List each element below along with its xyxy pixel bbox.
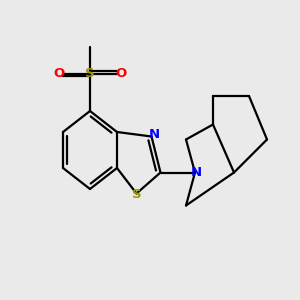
Text: O: O [116,67,127,80]
Text: O: O [53,67,64,80]
Text: S: S [132,188,141,202]
Text: S: S [85,67,95,80]
Text: N: N [191,166,202,179]
Text: N: N [149,128,160,142]
